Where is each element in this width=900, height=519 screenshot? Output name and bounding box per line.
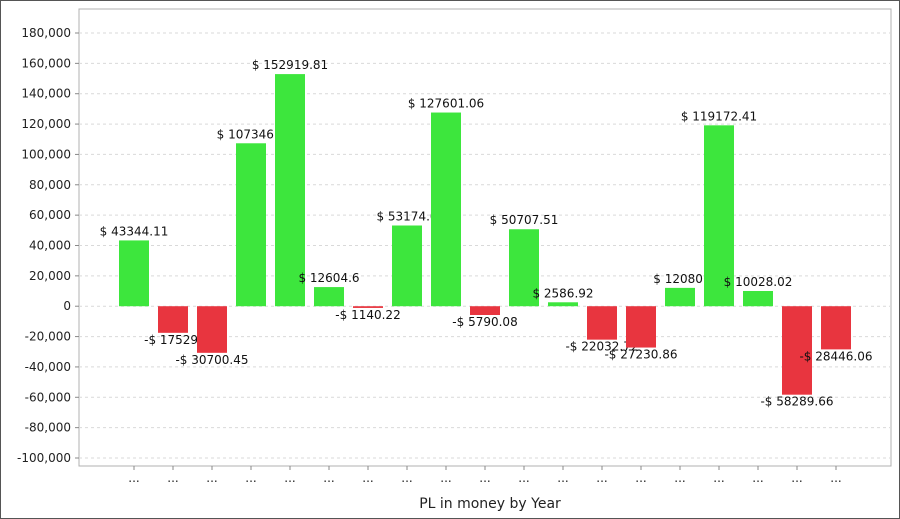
data-label: $ 107346.0 [217, 127, 286, 141]
data-label: $ 43344.11 [100, 224, 169, 238]
bar [782, 306, 812, 395]
x-tick-label: ... [830, 471, 841, 485]
bar [119, 240, 149, 307]
bar [197, 306, 227, 353]
data-label: $ 50707.51 [490, 213, 559, 227]
y-tick-label: 180,000 [21, 26, 71, 40]
x-tick-label: ... [206, 471, 217, 485]
x-tick-label: ... [596, 471, 607, 485]
plot-area [78, 8, 892, 467]
y-tick-label: 60,000 [29, 208, 71, 222]
data-label: $ 12604.6 [298, 271, 359, 285]
x-tick-label: ... [518, 471, 529, 485]
data-label: -$ 1140.22 [335, 308, 400, 322]
bar [236, 143, 266, 307]
data-label: $ 10028.02 [724, 275, 793, 289]
bar [392, 225, 422, 307]
bar [587, 306, 617, 340]
x-tick-label: ... [167, 471, 178, 485]
y-tick-label: -100,000 [17, 451, 71, 465]
y-tick-label: 140,000 [21, 87, 71, 101]
bar [431, 112, 461, 307]
data-label: $ 119172.41 [681, 109, 757, 123]
data-label: $ 12080. [653, 272, 706, 286]
data-label: $ 127601.06 [408, 97, 484, 111]
data-label: -$ 30700.45 [175, 353, 248, 367]
data-label: -$ 5790.08 [452, 315, 517, 329]
y-tick-label: 80,000 [29, 178, 71, 192]
y-tick-label: 160,000 [21, 56, 71, 70]
bar [704, 125, 734, 307]
x-tick-label: ... [713, 471, 724, 485]
y-tick-label: 120,000 [21, 117, 71, 131]
x-tick-label: ... [791, 471, 802, 485]
data-label: -$ 58289.66 [760, 395, 833, 409]
x-tick-label: ... [674, 471, 685, 485]
x-tick-label: ... [401, 471, 412, 485]
y-tick-label: -80,000 [25, 421, 71, 435]
bar [353, 306, 383, 308]
x-tick-label: ... [245, 471, 256, 485]
y-tick-label: 40,000 [29, 239, 71, 253]
data-label: -$ 27230.86 [604, 348, 677, 362]
y-tick-label: 100,000 [21, 147, 71, 161]
bar [665, 287, 695, 307]
data-label: -$ 17529. [144, 333, 202, 347]
x-tick-label: ... [635, 471, 646, 485]
data-label: $ 2586.92 [532, 286, 593, 300]
x-tick-label: ... [284, 471, 295, 485]
data-label: $ 53174.0 [376, 210, 437, 224]
y-tick-label: 20,000 [29, 269, 71, 283]
bar [470, 306, 500, 316]
bar [743, 290, 773, 307]
bar [275, 74, 305, 307]
x-tick-label: ... [362, 471, 373, 485]
bar [626, 306, 656, 348]
data-label: $ 152919.81 [252, 58, 328, 72]
y-tick-label: -40,000 [25, 360, 71, 374]
y-tick-label: -20,000 [25, 330, 71, 344]
x-tick-label: ... [557, 471, 568, 485]
x-tick-label: ... [479, 471, 490, 485]
x-axis-title: PL in money by Year [419, 496, 561, 512]
x-tick-label: ... [440, 471, 451, 485]
data-label: -$ 22032.72 [565, 340, 638, 354]
x-tick-label: ... [752, 471, 763, 485]
bar [548, 302, 578, 307]
y-tick-label: -60,000 [25, 390, 71, 404]
bar [158, 306, 188, 333]
x-tick-label: ... [323, 471, 334, 485]
x-tick-label: ... [128, 471, 139, 485]
bar [509, 229, 539, 307]
data-label: -$ 28446.06 [799, 349, 872, 363]
bar [821, 306, 851, 350]
y-tick-label: 0 [63, 299, 71, 313]
bar [314, 287, 344, 307]
